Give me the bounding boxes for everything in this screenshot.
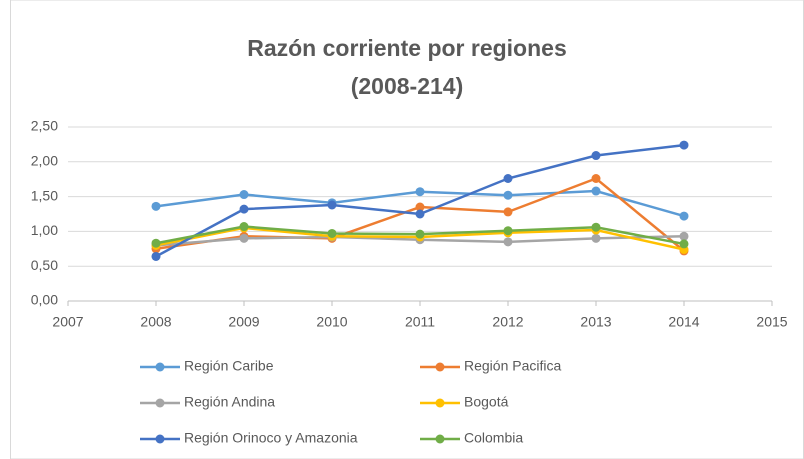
chart-title: Razón corriente por regiones xyxy=(247,35,567,61)
data-point xyxy=(415,187,425,197)
legend-label: Región Andina xyxy=(184,394,275,410)
data-point xyxy=(151,201,161,211)
data-point xyxy=(151,251,161,261)
chart-title: (2008-214) xyxy=(351,73,464,99)
legend-label: Colombia xyxy=(464,430,523,446)
data-point xyxy=(591,151,601,161)
data-point xyxy=(239,233,249,243)
data-point xyxy=(503,207,513,217)
legend-marker xyxy=(155,362,165,372)
data-point xyxy=(591,174,601,184)
x-tick-label: 2011 xyxy=(405,314,435,330)
legend-marker xyxy=(435,398,445,408)
x-tick-label: 2012 xyxy=(492,314,523,330)
data-point xyxy=(679,239,689,249)
legend-marker xyxy=(155,398,165,408)
data-point xyxy=(239,204,249,214)
data-point xyxy=(327,200,337,210)
chart-frame xyxy=(10,0,804,459)
data-point xyxy=(591,233,601,243)
x-tick-label: 2010 xyxy=(316,314,347,330)
legend-label: Región Caribe xyxy=(184,358,274,374)
data-point xyxy=(239,222,249,232)
x-tick-label: 2008 xyxy=(140,314,171,330)
data-point xyxy=(503,237,513,247)
x-tick-label: 2014 xyxy=(668,314,699,330)
data-point xyxy=(503,226,513,236)
data-point xyxy=(239,190,249,200)
x-tick-label: 2007 xyxy=(52,314,83,330)
data-point xyxy=(679,231,689,241)
data-point xyxy=(415,202,425,212)
y-tick-label: 0,50 xyxy=(31,257,58,273)
y-tick-label: 2,50 xyxy=(31,118,58,134)
x-tick-label: 2015 xyxy=(756,314,787,330)
x-tick-label: 2013 xyxy=(580,314,611,330)
data-point xyxy=(679,140,689,150)
data-point xyxy=(415,209,425,219)
legend-marker xyxy=(155,434,165,444)
legend-marker xyxy=(435,362,445,372)
data-point xyxy=(679,211,689,221)
data-point xyxy=(591,186,601,196)
x-tick-label: 2009 xyxy=(228,314,259,330)
data-point xyxy=(591,222,601,232)
y-tick-label: 0,00 xyxy=(31,292,58,308)
legend-label: Región Orinoco y Amazonia xyxy=(184,430,358,446)
data-point xyxy=(151,238,161,248)
legend-label: Bogotá xyxy=(464,394,509,410)
data-point xyxy=(503,190,513,200)
data-point xyxy=(415,229,425,239)
data-point xyxy=(503,174,513,184)
y-tick-label: 1,00 xyxy=(31,222,58,238)
data-point xyxy=(327,228,337,238)
y-tick-label: 1,50 xyxy=(31,187,58,203)
legend-marker xyxy=(435,434,445,444)
y-tick-label: 2,00 xyxy=(31,153,58,169)
legend-label: Región Pacifica xyxy=(464,358,561,374)
